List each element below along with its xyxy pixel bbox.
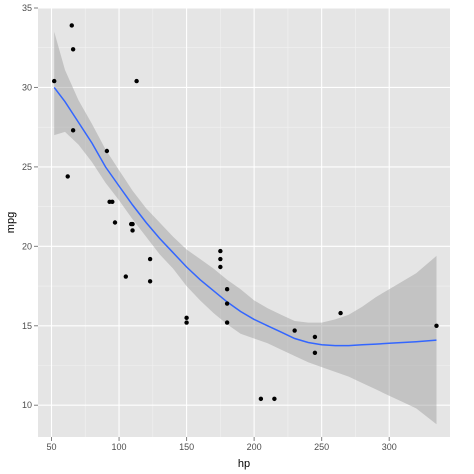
axes: 50 100 150 200 250 300 10 15 20 25 30 35: [22, 3, 397, 452]
data-point: [110, 199, 115, 205]
data-point: [434, 323, 439, 328]
data-point: [258, 396, 264, 402]
data-point: [224, 287, 230, 292]
x-tick-label: 200: [247, 442, 262, 452]
data-point: [218, 248, 223, 254]
data-point: [65, 174, 70, 179]
x-tick-label: 100: [112, 442, 127, 452]
data-point: [147, 279, 153, 284]
y-tick-label: 15: [22, 321, 32, 331]
data-point: [130, 221, 135, 227]
data-point: [224, 320, 230, 325]
smooth-line-path: [53, 86, 437, 347]
data-point: [224, 301, 230, 306]
x-tick-label: 250: [314, 442, 329, 452]
x-axis-title: hp: [238, 458, 250, 470]
data-point: [134, 78, 139, 84]
data-point: [272, 396, 277, 402]
data-point: [338, 310, 343, 316]
data-point: [52, 78, 57, 84]
data-point: [184, 315, 189, 321]
confidence-band: [54, 31, 437, 425]
data-point: [70, 128, 76, 133]
y-tick-label: 35: [22, 3, 32, 13]
y-tick-label: 25: [22, 162, 32, 172]
data-point: [218, 256, 223, 262]
data-point: [112, 220, 118, 225]
x-tick-label: 150: [179, 442, 194, 452]
data-point: [69, 23, 74, 28]
data-point: [312, 350, 318, 355]
y-axis-title: mpg: [5, 212, 17, 233]
data-point: [184, 320, 189, 325]
y-tick-label: 20: [22, 241, 32, 251]
points: [52, 23, 439, 402]
data-point: [130, 228, 135, 233]
y-tick-label: 10: [22, 400, 32, 410]
y-tick-label: 30: [22, 82, 32, 92]
confidence-band-area: [54, 31, 437, 425]
x-tick-label: 50: [47, 442, 57, 452]
smooth-line: [53, 86, 437, 347]
x-tick-label: 300: [382, 442, 397, 452]
data-point: [312, 334, 318, 340]
data-point: [123, 274, 129, 279]
data-point: [104, 148, 110, 154]
grid: [38, 7, 450, 437]
data-point: [147, 256, 153, 262]
data-point: [292, 328, 297, 333]
data-point: [70, 47, 76, 52]
data-point: [218, 264, 223, 270]
